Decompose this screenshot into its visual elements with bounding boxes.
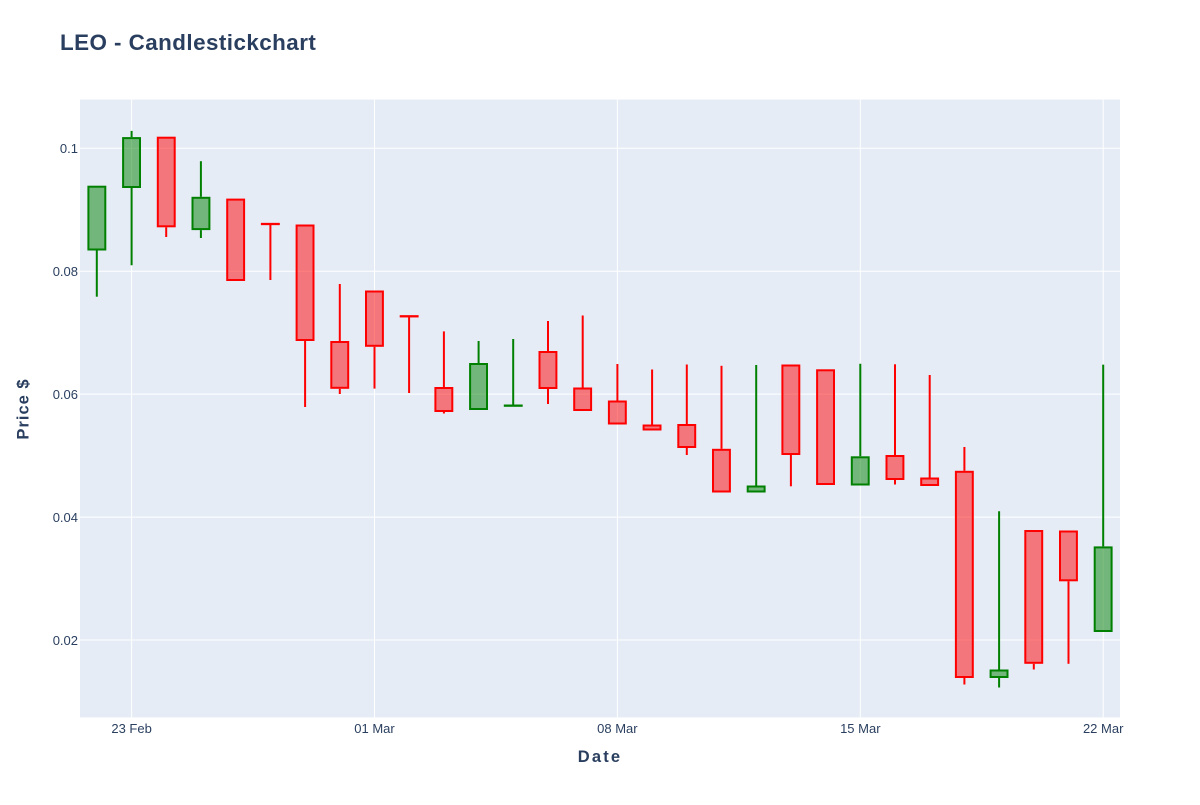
svg-text:15 Mar: 15 Mar — [840, 721, 881, 736]
svg-text:01 Mar: 01 Mar — [354, 721, 395, 736]
svg-text:0.02: 0.02 — [53, 633, 78, 648]
svg-text:22 Mar: 22 Mar — [1083, 721, 1124, 736]
svg-text:LEO - Candlestickchart: LEO - Candlestickchart — [60, 30, 316, 55]
svg-text:Date: Date — [578, 748, 623, 766]
svg-text:0.06: 0.06 — [53, 387, 78, 402]
svg-text:23 Feb: 23 Feb — [111, 721, 151, 736]
svg-text:08 Mar: 08 Mar — [597, 721, 638, 736]
svg-text:0.1: 0.1 — [60, 141, 78, 156]
svg-text:0.08: 0.08 — [53, 264, 78, 279]
svg-text:Price $: Price $ — [15, 378, 33, 439]
svg-text:0.04: 0.04 — [53, 510, 78, 525]
